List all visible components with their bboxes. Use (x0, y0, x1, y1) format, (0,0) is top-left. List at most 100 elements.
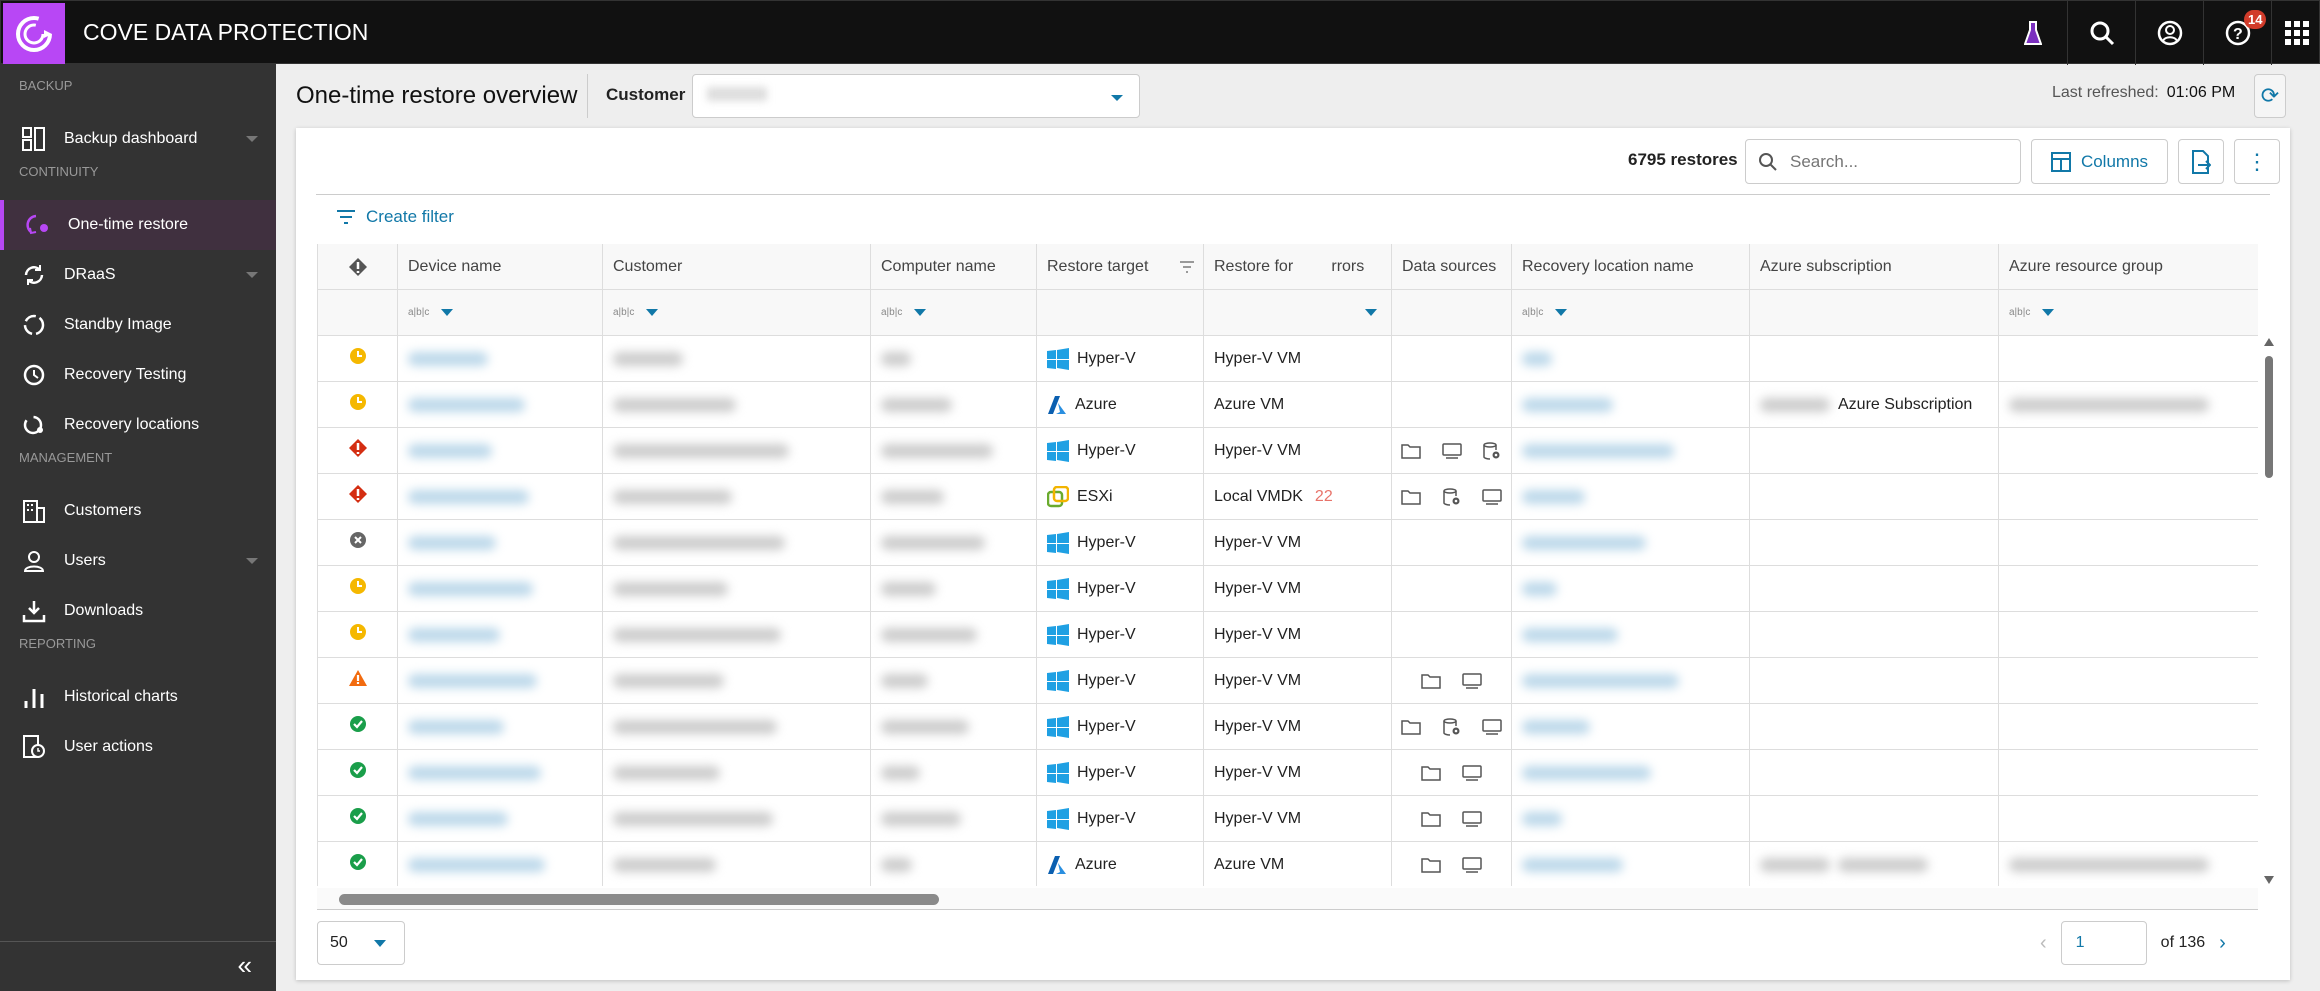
filter-row: a|b|c a|b|c a|b|c a|b|c a|b|c (318, 290, 2258, 336)
top-bar: COVE DATA PROTECTION ? 14 (0, 0, 2320, 65)
table-cell (603, 658, 871, 703)
table-row[interactable]: Hyper-V Hyper-V VM (318, 428, 2258, 474)
next-page-button[interactable]: › (2219, 931, 2226, 954)
table-row[interactable]: Hyper-V Hyper-V VM (318, 796, 2258, 842)
status-column-icon (348, 257, 367, 276)
apps-grid-icon[interactable] (2271, 1, 2320, 65)
sidebar-item-recovery-locations[interactable]: Recovery locations (0, 400, 276, 450)
user-icon[interactable] (2135, 1, 2203, 65)
table-row[interactable]: Hyper-V Hyper-V VM (318, 336, 2258, 382)
table-row[interactable]: Hyper-V Hyper-V VM (318, 612, 2258, 658)
table-cell (1750, 612, 1999, 657)
restore-target: Hyper-V (1077, 441, 1136, 459)
table-row[interactable]: Hyper-V Hyper-V VM (318, 658, 2258, 704)
prev-page-button[interactable]: ‹ (2040, 931, 2047, 954)
filter-icon[interactable] (1179, 260, 1195, 274)
table-cell (871, 796, 1037, 841)
table-cell (1392, 796, 1512, 841)
collapse-sidebar-button[interactable]: « (0, 941, 276, 991)
scroll-thumb[interactable] (339, 894, 939, 905)
customer-select[interactable] (692, 74, 1140, 118)
table-row[interactable]: Hyper-V Hyper-V VM (318, 566, 2258, 612)
sidebar-item-one-time-restore[interactable]: One-time restore (0, 200, 276, 250)
page-size-select[interactable]: 50 (317, 921, 405, 965)
notification-badge: 14 (2244, 10, 2267, 29)
table-cell (1750, 658, 1999, 703)
chevron-down-icon[interactable] (1365, 309, 1377, 322)
search-icon[interactable] (2067, 1, 2135, 65)
folder-icon (1401, 719, 1421, 735)
vertical-scrollbar[interactable] (2262, 336, 2276, 886)
table-row[interactable]: Azure Azure VM (318, 842, 2258, 886)
table-cell: Azure resource group (1999, 244, 2258, 289)
table-cell (871, 566, 1037, 611)
table-row[interactable]: Hyper-V Hyper-V VM (318, 750, 2258, 796)
restore-format: Azure VM (1214, 855, 1285, 873)
sidebar-item-recovery-testing[interactable]: Recovery Testing (0, 350, 276, 400)
table-cell (318, 704, 398, 749)
table-cell (1999, 428, 2258, 473)
table-cell (871, 750, 1037, 795)
download-icon (0, 599, 64, 623)
column-header-label: Restore for (1214, 257, 1294, 275)
text-filter[interactable]: a|b|c (1522, 303, 1568, 322)
table-cell: Hyper-V VM (1204, 428, 1392, 473)
sidebar-section-label: REPORTING (19, 636, 97, 651)
text-filter[interactable]: a|b|c (881, 303, 927, 322)
columns-button[interactable]: Columns (2031, 139, 2168, 184)
text-filter[interactable]: a|b|c (408, 303, 454, 322)
scroll-thumb[interactable] (2265, 356, 2273, 478)
create-filter-button[interactable]: Create filter (336, 207, 454, 227)
restore-format: Hyper-V VM (1214, 717, 1302, 735)
sidebar-item-standby-image[interactable]: Standby Image (0, 300, 276, 350)
cove-logo[interactable] (3, 3, 65, 65)
table-cell (1392, 842, 1512, 886)
monitor-icon (1482, 718, 1502, 735)
table-cell (1750, 428, 1999, 473)
table-cell (398, 842, 603, 886)
sidebar-item-customers[interactable]: Customers (0, 486, 276, 536)
search-field[interactable] (1745, 139, 2021, 184)
table-cell: Hyper-V (1037, 520, 1204, 565)
table-cell (871, 520, 1037, 565)
table-row[interactable]: Hyper-V Hyper-V VM (318, 520, 2258, 566)
abc-icon: a|b|c (881, 307, 903, 318)
more-options-button[interactable]: ⋮ (2234, 139, 2280, 184)
flask-icon[interactable] (1999, 1, 2067, 65)
table-cell: Hyper-V VM (1204, 796, 1392, 841)
table-cell (398, 566, 603, 611)
help-icon[interactable]: ? 14 (2203, 1, 2271, 65)
sidebar-item-label: Backup dashboard (64, 130, 198, 147)
table-cell: Hyper-V (1037, 336, 1204, 381)
page-input[interactable] (2060, 921, 2147, 965)
database-settings-icon (1442, 717, 1459, 736)
restore-target: Azure (1075, 395, 1117, 413)
sidebar-item-backup-dashboard[interactable]: Backup dashboard (0, 114, 276, 164)
horizontal-scrollbar[interactable] (317, 888, 2258, 910)
sidebar-item-user-actions[interactable]: User actions (0, 722, 276, 772)
text-filter[interactable]: a|b|c (2009, 303, 2055, 322)
sidebar-item-historical-charts[interactable]: Historical charts (0, 672, 276, 722)
sidebar-item-users[interactable]: Users (0, 536, 276, 586)
divider (587, 74, 588, 118)
folder-icon (1401, 489, 1421, 505)
chevron-down-icon (246, 272, 258, 284)
monitor-icon (1441, 442, 1462, 459)
restore-target: Hyper-V (1077, 717, 1136, 735)
restore-target: Hyper-V (1077, 763, 1136, 781)
sidebar-item-downloads[interactable]: Downloads (0, 586, 276, 636)
table-row[interactable]: Hyper-V Hyper-V VM (318, 704, 2258, 750)
refresh-button[interactable]: ⟳ (2254, 74, 2286, 118)
table-cell (1204, 290, 1392, 335)
table-row[interactable]: Azure Azure VM Azure Subscription (318, 382, 2258, 428)
sidebar-item-draas[interactable]: DRaaS (0, 250, 276, 300)
text-filter[interactable]: a|b|c (613, 303, 659, 322)
search-input[interactable] (1790, 151, 1990, 172)
table-row[interactable]: ESXi Local VMDK 22 (318, 474, 2258, 520)
table-cell: Azure Subscription (1750, 382, 1999, 427)
table-cell: Recovery location name (1512, 244, 1750, 289)
table-cell (1999, 382, 2258, 427)
table-cell (603, 566, 871, 611)
table-cell (1392, 520, 1512, 565)
export-button[interactable] (2178, 139, 2224, 184)
